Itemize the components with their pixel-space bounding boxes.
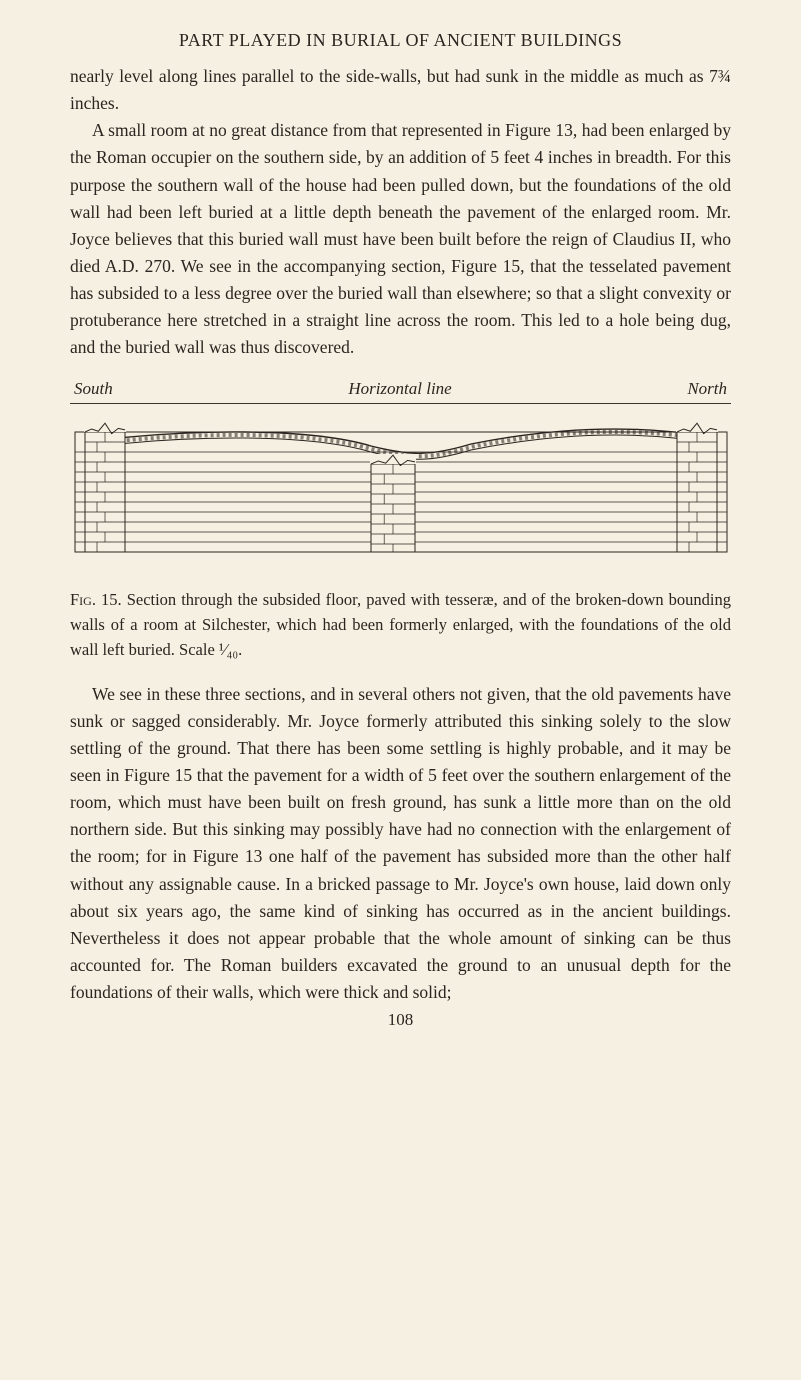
figure-label-north: North (687, 379, 727, 399)
figure-label-south: South (74, 379, 113, 399)
figure-cross-section (71, 414, 731, 574)
paragraph-1: nearly level along lines parallel to the… (70, 63, 731, 117)
paragraph-2: A small room at no great distance from t… (70, 117, 731, 361)
figure-caption: Fig. 15. Section through the subsided fl… (70, 588, 731, 662)
paragraph-3: We see in these three sections, and in s… (70, 681, 731, 1007)
figure-top-rule (70, 403, 731, 404)
figure-label-horizontal: Horizontal line (348, 379, 451, 399)
page-title: PART PLAYED IN BURIAL OF ANCIENT BUILDIN… (70, 30, 731, 51)
page-number: 108 (70, 1010, 731, 1030)
figure-caption-prefix: Fig. 15. (70, 590, 122, 609)
page: PART PLAYED IN BURIAL OF ANCIENT BUILDIN… (0, 0, 801, 1380)
figure-label-row: South Horizontal line North (70, 379, 731, 399)
figure-caption-rest: Section through the subsided floor, pave… (70, 590, 731, 659)
